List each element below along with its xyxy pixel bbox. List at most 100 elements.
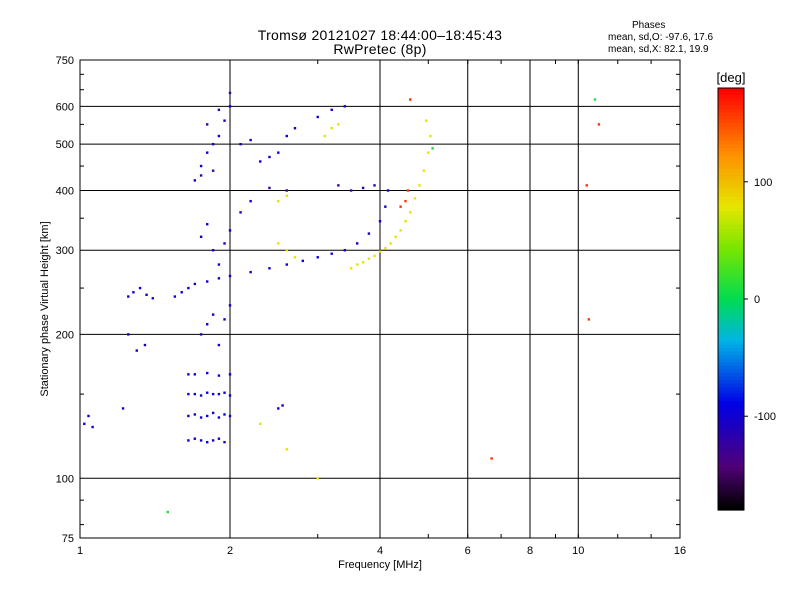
colorbar-segment — [718, 344, 744, 349]
colorbar-segment — [718, 460, 744, 465]
echo-point — [355, 263, 359, 266]
echo-point — [384, 246, 387, 250]
echo-point — [330, 126, 333, 130]
colorbar-segment — [718, 467, 744, 472]
echo-point — [316, 477, 319, 480]
y-tick-label: 500 — [56, 139, 74, 151]
echo-point — [349, 267, 353, 270]
echo-point — [239, 142, 242, 146]
colorbar-segment — [718, 397, 744, 402]
colorbar-segment — [718, 242, 744, 247]
echo-point — [211, 169, 215, 172]
colorbar-segment — [718, 485, 744, 490]
echo-point — [367, 257, 371, 260]
y-tick-label: 75 — [62, 533, 74, 545]
echo-point — [373, 254, 376, 258]
echo-point — [249, 270, 252, 274]
echo-point — [205, 414, 209, 418]
colorbar-segment — [718, 372, 744, 377]
echo-point — [399, 205, 402, 208]
echo-point — [285, 249, 288, 252]
colorbar-segment — [718, 348, 744, 353]
echo-point — [337, 184, 340, 187]
y-tick-label: 100 — [56, 473, 74, 485]
echo-point — [228, 394, 232, 397]
y-tick-label: 400 — [56, 185, 74, 197]
colorbar-segment — [718, 502, 744, 508]
echo-point — [228, 91, 232, 95]
echo-point — [205, 151, 209, 154]
echo-point — [228, 304, 232, 307]
echo-point — [187, 286, 190, 290]
colorbar-segment — [718, 147, 744, 152]
colorbar-segment — [718, 302, 744, 307]
echo-point — [211, 411, 215, 415]
echo-point — [355, 242, 359, 245]
echo-point — [211, 392, 215, 396]
echo-point — [431, 147, 434, 150]
echo-point — [217, 134, 221, 138]
echo-point — [285, 448, 288, 451]
colorbar-segment — [718, 186, 744, 191]
colorbar-segment — [718, 221, 744, 226]
colorbar-segment — [718, 98, 744, 103]
colorbar-segment — [718, 351, 744, 356]
colorbar-segment — [718, 422, 744, 427]
colorbar-segment — [718, 408, 744, 413]
echo-point — [217, 374, 221, 377]
echo-point — [199, 394, 203, 397]
colorbar-segment — [718, 144, 744, 149]
phase-stats-o: mean, sd,O: -97.6, 17.6 — [608, 32, 714, 43]
colorbar-segment — [718, 355, 744, 360]
colorbar-tick-label: 100 — [754, 177, 772, 189]
colorbar-segment — [718, 225, 744, 230]
x-tick-label: 8 — [527, 545, 533, 557]
colorbar-segment — [718, 291, 744, 297]
echo-point — [193, 373, 197, 376]
colorbar-segment — [718, 246, 744, 251]
colorbar-segment — [718, 274, 744, 279]
x-tick-label: 10 — [572, 545, 584, 557]
echo-point — [228, 229, 232, 232]
colorbar-segment — [718, 151, 744, 156]
colorbar-segment — [718, 263, 744, 268]
x-tick-label: 2 — [227, 545, 233, 557]
colorbar-segment — [718, 165, 744, 170]
colorbar-segment — [718, 102, 744, 107]
echo-point — [187, 414, 190, 418]
echo-point — [193, 282, 197, 286]
colorbar-segment — [718, 499, 744, 504]
echo-point — [268, 155, 271, 159]
colorbar-segment — [718, 365, 744, 370]
colorbar-segment — [718, 218, 744, 223]
colorbar-segment — [718, 214, 744, 219]
colorbar-segment — [718, 313, 744, 318]
colorbar-segment — [718, 105, 744, 110]
colorbar-segment — [718, 464, 744, 469]
colorbar-segment — [718, 453, 744, 458]
echo-point — [277, 151, 280, 154]
colorbar-segment — [718, 299, 744, 304]
echo-point — [394, 235, 397, 239]
x-tick-label: 6 — [465, 545, 471, 557]
echo-point — [587, 318, 591, 321]
echo-point — [127, 333, 130, 336]
colorbar-segment — [718, 189, 744, 195]
colorbar-segment — [718, 284, 744, 290]
echo-point — [389, 242, 392, 245]
echo-point — [211, 142, 215, 146]
colorbar-segment — [718, 211, 744, 216]
colorbar-segment — [718, 316, 744, 321]
colorbar-segment — [718, 306, 744, 311]
y-tick-label: 300 — [56, 245, 74, 257]
echo-point — [373, 184, 376, 187]
colorbar-segment — [718, 277, 744, 283]
colorbar-segment — [718, 239, 744, 244]
y-tick-label: 200 — [56, 329, 74, 341]
colorbar-segment — [718, 207, 744, 212]
colorbar-segment — [718, 179, 744, 184]
echo-point — [193, 392, 197, 396]
echo-point — [205, 391, 209, 394]
colorbar-segment — [718, 161, 744, 166]
echo-point — [361, 261, 365, 264]
